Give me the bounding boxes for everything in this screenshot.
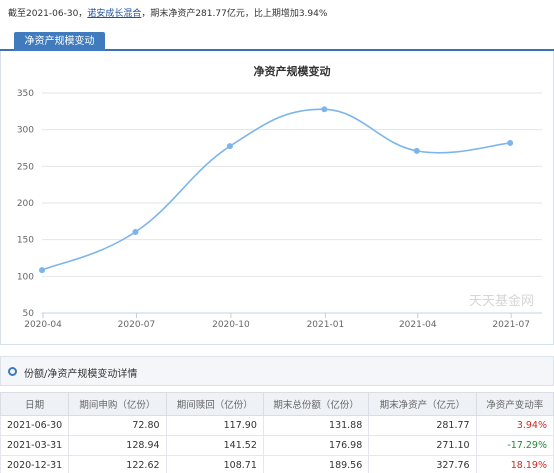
table-cell: -17.29% bbox=[475, 435, 554, 456]
x-tick-label: 2020-07 bbox=[118, 320, 156, 330]
summary-line: 截至2021-06-30，诺安成长混合，期末净资产281.77亿元，比上期增加3… bbox=[8, 6, 327, 19]
y-tick-label: 50 bbox=[23, 309, 35, 319]
table-cell: 108.71 bbox=[165, 455, 264, 473]
column-header: 日期 bbox=[0, 392, 70, 416]
data-point bbox=[226, 143, 233, 150]
table-cell: 122.62 bbox=[68, 455, 167, 473]
x-tick-label: 2021-01 bbox=[307, 320, 345, 330]
table-body: 2021-06-30 72.80 117.90 131.88 281.77 3.94% 20… bbox=[0, 415, 554, 473]
table-row: 2021-06-30 72.80 117.90 131.88 281.77 3.94% bbox=[0, 415, 554, 436]
table-row: 2021-03-31 128.94 141.52 176.98 271.10 -17.29… bbox=[0, 435, 554, 456]
data-point bbox=[413, 147, 420, 154]
details-title: 份额/净资产规模变动详情 bbox=[24, 369, 138, 380]
summary-suffix: ，期末净资产281.77亿元，比上期增加3.94% bbox=[141, 9, 328, 19]
table-cell: 128.94 bbox=[68, 435, 167, 456]
circle-icon bbox=[8, 367, 17, 376]
data-point bbox=[321, 106, 328, 113]
y-tick-label: 200 bbox=[17, 199, 34, 209]
column-header: 期末净资产（亿元） bbox=[368, 392, 477, 416]
y-tick-label: 350 bbox=[17, 89, 34, 99]
x-tick-label: 2020-04 bbox=[24, 320, 62, 330]
table-cell: 131.88 bbox=[262, 415, 370, 436]
watermark-text: 天天基金网 bbox=[469, 293, 534, 309]
data-point bbox=[132, 228, 139, 235]
y-tick-label: 100 bbox=[17, 272, 34, 282]
x-tick-label: 2020-10 bbox=[212, 320, 250, 330]
details-table-wrap: 日期 期间申购（亿份） 期间赎回（亿份） 期末总份额（亿份） 期末净资产（亿元） 净资产变… bbox=[0, 392, 554, 473]
tab-net-asset-scale[interactable]: 净资产规模变动 bbox=[14, 32, 105, 51]
table-cell: 2021-03-31 bbox=[0, 435, 70, 456]
chart-panel: 净资产规模变动 50 100 150 200 250 300 350 2020-04 2020-0… bbox=[0, 51, 554, 345]
table-cell: 327.76 bbox=[368, 455, 477, 473]
column-header: 净资产变动率 bbox=[475, 392, 554, 416]
x-tick-label: 2021-07 bbox=[492, 320, 530, 330]
table-cell: 2020-12-31 bbox=[0, 455, 70, 473]
net-asset-chart: 净资产规模变动 50 100 150 200 250 300 350 2020-04 2020-0… bbox=[17, 64, 542, 330]
y-tick-label: 250 bbox=[17, 162, 34, 172]
x-tick-label: 2021-04 bbox=[399, 320, 437, 330]
table-cell: 189.56 bbox=[262, 455, 370, 473]
details-table: 日期 期间申购（亿份） 期间赎回（亿份） 期末总份额（亿份） 期末净资产（亿元） 净资产变… bbox=[0, 392, 554, 473]
table-cell: 72.80 bbox=[68, 415, 167, 436]
table-cell: 117.90 bbox=[165, 415, 264, 436]
details-header: 份额/净资产规模变动详情 bbox=[0, 356, 554, 386]
table-row: 2020-12-31 122.62 108.71 189.56 327.76 18.19% bbox=[0, 455, 554, 473]
column-header: 期间赎回（亿份） bbox=[165, 392, 264, 416]
tab-bar: 净资产规模变动 bbox=[0, 32, 554, 51]
table-cell: 2021-06-30 bbox=[0, 415, 70, 436]
fund-name-link[interactable]: 诺安成长混合 bbox=[87, 9, 142, 19]
table-cell: 176.98 bbox=[262, 435, 370, 456]
chart-title: 净资产规模变动 bbox=[254, 64, 331, 78]
summary-prefix: 截至2021-06-30， bbox=[8, 9, 88, 19]
table-cell: 3.94% bbox=[475, 415, 554, 436]
y-tick-label: 300 bbox=[17, 126, 34, 136]
table-header-row: 日期 期间申购（亿份） 期间赎回（亿份） 期末总份额（亿份） 期末净资产（亿元） 净资产变… bbox=[0, 392, 554, 416]
column-header: 期末总份额（亿份） bbox=[262, 392, 370, 416]
series-line bbox=[41, 108, 511, 271]
table-cell: 271.10 bbox=[368, 435, 477, 456]
table-cell: 18.19% bbox=[475, 455, 554, 473]
y-tick-label: 150 bbox=[17, 236, 34, 246]
table-cell: 141.52 bbox=[165, 435, 264, 456]
column-header: 期间申购（亿份） bbox=[68, 392, 167, 416]
table-cell: 281.77 bbox=[368, 415, 477, 436]
data-point bbox=[39, 267, 45, 274]
data-point bbox=[507, 140, 514, 147]
